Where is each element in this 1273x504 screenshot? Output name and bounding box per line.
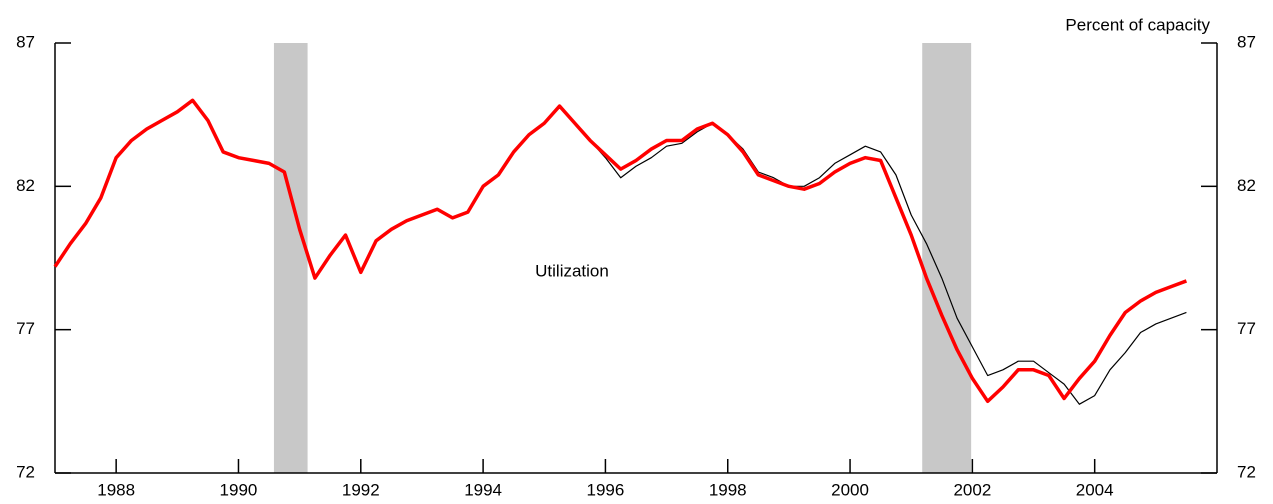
series-line: [53, 98, 1188, 404]
x-tick-label: 1988: [97, 480, 135, 499]
x-tick-label: 1990: [220, 480, 258, 499]
y2-tick-label: 72: [1237, 462, 1256, 481]
x-tick-label: 2002: [953, 480, 991, 499]
series-line: [54, 99, 1187, 405]
y2-tick-label: 82: [1237, 176, 1256, 195]
x-tick-label: 2004: [1076, 480, 1114, 499]
x-tick-label: 1994: [464, 480, 502, 499]
recession-band: [922, 43, 972, 473]
y-tick-label: 82: [16, 176, 35, 195]
y2-tick-label: 87: [1237, 32, 1256, 51]
x-tick-label: 1996: [587, 480, 625, 499]
y-tick-label: 72: [16, 462, 35, 481]
x-tick-label: 1998: [709, 480, 747, 499]
x-tick-label: 2000: [831, 480, 869, 499]
annotation: Utilization: [535, 261, 609, 280]
y-tick-label: 87: [16, 32, 35, 51]
x-tick-label: 1992: [342, 480, 380, 499]
y2-tick-label: 77: [1237, 319, 1256, 338]
y-tick-label: 77: [16, 319, 35, 338]
chart-title: Percent of capacity: [1065, 15, 1210, 34]
recession-band: [273, 43, 308, 473]
